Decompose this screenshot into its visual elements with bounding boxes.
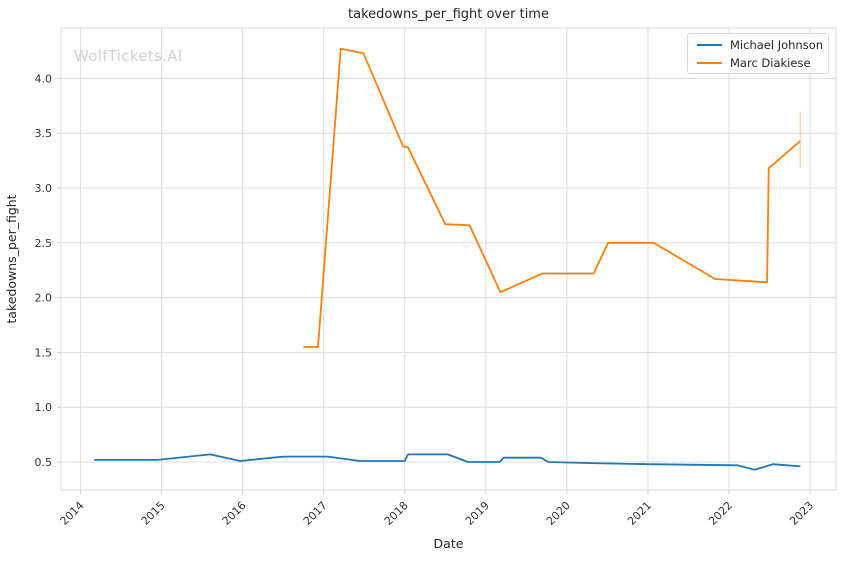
x-tick-label: 2020 — [544, 499, 573, 528]
legend: Michael Johnson Marc Diakiese — [687, 33, 829, 74]
legend-label: Marc Diakiese — [730, 55, 811, 70]
x-tick-label: 2017 — [301, 499, 330, 528]
plot-border — [60, 27, 837, 491]
y-tick-label: 1.5 — [35, 346, 53, 359]
y-tick-label: 2.5 — [35, 237, 53, 250]
x-tick-label: 2014 — [58, 499, 87, 528]
x-tick-label: 2018 — [382, 499, 411, 528]
watermark: WolfTickets.AI — [74, 47, 183, 65]
y-tick-label: 4.0 — [35, 72, 53, 85]
chart-title: takedowns_per_fight over time — [348, 7, 549, 22]
x-tick-label: 2021 — [625, 499, 654, 528]
x-tick-label: 2022 — [706, 499, 735, 528]
x-tick-label: 2015 — [139, 499, 168, 528]
series-line-0 — [94, 453, 801, 471]
grid-layer — [61, 28, 836, 490]
legend-line-swatch-blue — [697, 43, 722, 46]
y-tick-label: 3.0 — [35, 182, 53, 195]
x-tick-label: 2016 — [220, 499, 249, 528]
x-tick-label: 2019 — [463, 499, 492, 528]
y-tick-label: 3.5 — [35, 127, 53, 140]
x-axis-label: Date — [433, 536, 464, 551]
legend-label: Michael Johnson — [730, 37, 824, 52]
y-tick-label: 0.5 — [35, 456, 53, 469]
x-tick-label: 2023 — [787, 499, 816, 528]
legend-line-swatch-orange — [697, 61, 722, 64]
tick-mark-layer — [57, 77, 811, 494]
legend-item-michael-johnson: Michael Johnson — [697, 38, 828, 52]
series-layer — [94, 47, 802, 471]
series-line-1 — [303, 47, 801, 348]
y-axis-label: takedowns_per_fight — [4, 194, 19, 323]
legend-item-marc-diakiese: Marc Diakiese — [697, 56, 828, 70]
y-tick-label: 2.0 — [35, 292, 53, 305]
y-tick-label: 1.0 — [35, 401, 53, 414]
